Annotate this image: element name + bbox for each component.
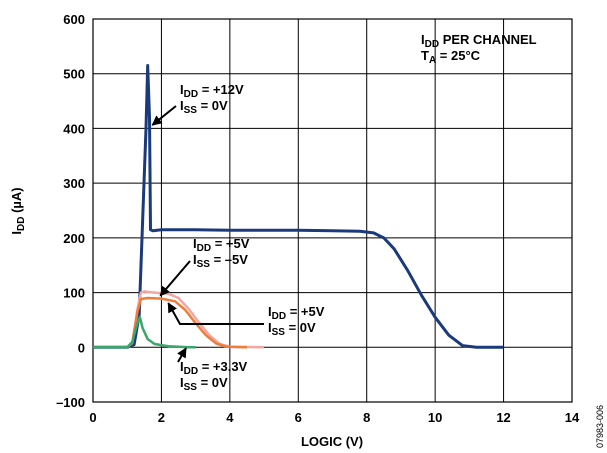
title-line-2: TA = 25°C [421, 48, 481, 66]
x-axis-title: LOGIC (V) [301, 434, 363, 449]
x-tick-label: 8 [363, 410, 370, 425]
y-axis-title: IDD (µA) [9, 187, 27, 234]
y-tick-label: 200 [63, 231, 85, 246]
y-tick-label: 0 [78, 340, 85, 355]
x-tick-label: 4 [226, 410, 234, 425]
annotation-2-line-1: IDD = +5V [193, 236, 250, 254]
annotation-3-arrow [167, 302, 264, 325]
annotation-2-arrow [159, 260, 191, 297]
annotation-1-arrow [151, 105, 177, 126]
title-line-1: IDD PER CHANNEL [421, 32, 537, 50]
annotation-1-line-1: IDD = +12V [180, 82, 244, 100]
y-tick-label: 300 [63, 176, 85, 191]
plot-frame [92, 18, 573, 403]
series-line-4 [93, 315, 196, 349]
y-tick-label: –100 [56, 395, 85, 410]
series-line-1 [93, 64, 504, 349]
annotation-2-line-2: ISS = –5V [193, 252, 248, 270]
y-tick-label: 600 [63, 12, 85, 27]
tick-labels: 0 2 4 6 8 10 12 14 –100 0 100 200 300 400 500 600 [56, 12, 580, 425]
annotation-1-line-2: ISS = 0V [180, 98, 228, 116]
annotation-4-line-1: IDD = +3.3V [180, 359, 248, 377]
annotation-4-arrow [177, 347, 187, 363]
y-tick-label: 100 [63, 286, 85, 301]
x-tick-label: 14 [565, 410, 580, 425]
annotation-3-line-2: ISS = 0V [268, 320, 316, 338]
x-tick-label: 0 [89, 410, 96, 425]
x-tick-label: 10 [428, 410, 442, 425]
y-tick-label: 500 [63, 67, 85, 82]
figure-id: 07983-006 [595, 405, 605, 448]
x-tick-label: 12 [496, 410, 510, 425]
y-tick-label: 400 [63, 121, 85, 136]
x-tick-label: 6 [295, 410, 302, 425]
x-tick-label: 2 [158, 410, 165, 425]
annotation-3-line-1: IDD = +5V [268, 304, 325, 322]
annotation-4-line-2: ISS = 0V [180, 375, 228, 393]
